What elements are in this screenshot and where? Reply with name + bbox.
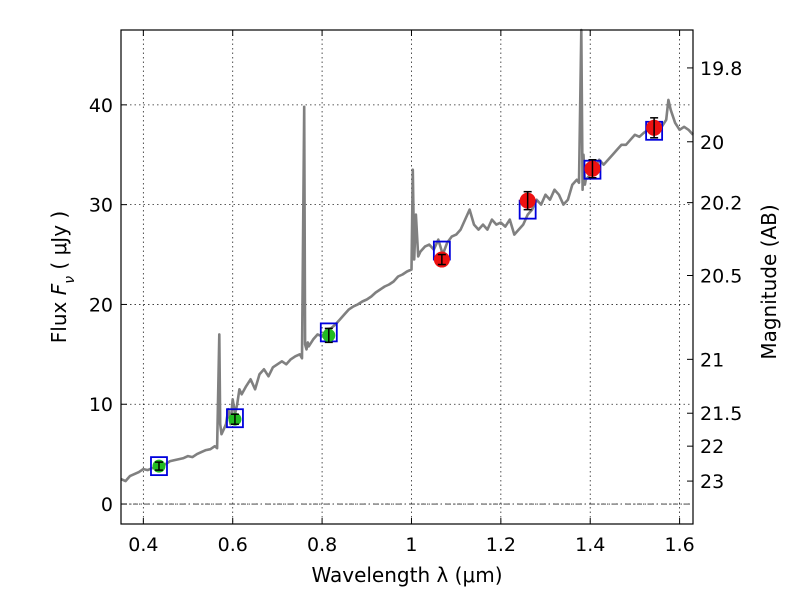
y-tick-label: 40 [89,95,113,117]
y-tick-label: 0 [101,494,113,516]
x-axis-label: Wavelength λ (μm) [311,563,502,587]
right-tick-label: 19.8 [700,58,742,80]
y-axis-label: Flux Fν ( μJy ) [47,211,78,343]
x-tick-label: 0.4 [128,534,158,556]
y-tick-label: 20 [89,294,113,316]
x-tick-label: 1.6 [664,534,694,556]
right-tick-label: 23 [700,471,724,493]
y-tick-label: 30 [89,195,113,217]
right-tick-label: 20.5 [700,266,742,288]
x-tick-label: 0.8 [307,534,337,556]
plot-frame [120,29,694,525]
right-tick-label: 20.2 [700,193,742,215]
spectrum-line [120,28,694,483]
y-tick-label: 10 [89,394,113,416]
x-tick-label: 1.2 [486,534,516,556]
right-tick-label: 22 [700,436,724,458]
model-box-marker [150,456,168,477]
photometry-points [150,117,664,477]
right-tick-label: 21 [700,349,724,371]
model-box-marker [226,408,244,429]
right-tick-label: 20 [700,132,724,154]
x-tick-label: 0.6 [218,534,248,556]
x-tick-label: 1 [405,534,417,556]
x-tick-label: 1.4 [575,534,605,556]
right-tick-label: 21.5 [700,403,742,425]
axis-ticks: 0.4 0.6 0.8 1 1.2 1.4 1.6 0 10 20 30 40 19.8 20 20.2 20… [89,30,742,556]
grid [121,30,693,524]
right-axis-label: Magnitude (AB) [757,204,781,359]
